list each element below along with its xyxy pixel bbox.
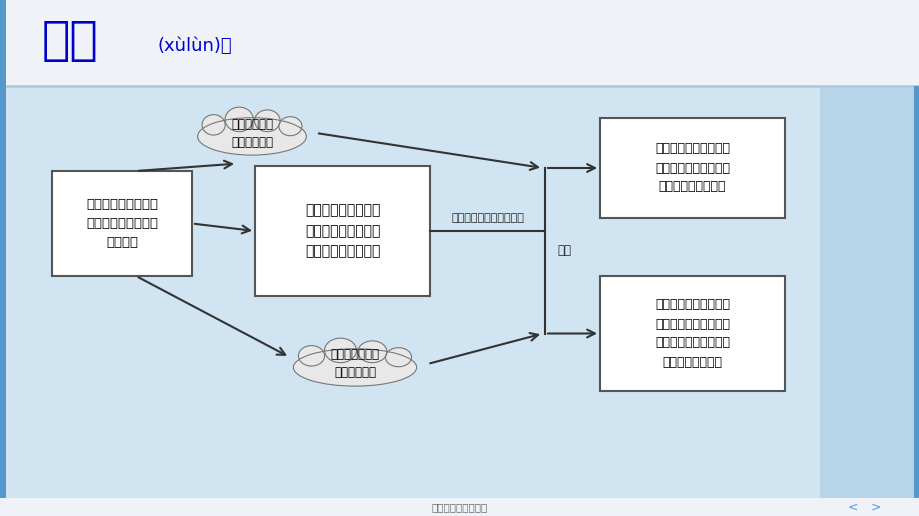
Text: 传统的仿生信号传导研究: 传统的仿生信号传导研究 xyxy=(450,213,523,223)
Ellipse shape xyxy=(198,118,306,155)
Bar xyxy=(0,86,819,498)
Text: 关注脂质体囊泡表面构
筑基于分子水平上的信
号接收、传递或转换: 关注脂质体囊泡表面构 筑基于分子水平上的信 号接收、传递或转换 xyxy=(654,142,729,194)
Bar xyxy=(0,0,6,86)
Text: <: < xyxy=(846,501,857,513)
Ellipse shape xyxy=(385,348,411,367)
Ellipse shape xyxy=(202,115,225,135)
Text: 细胞内与细胞间存在
着复杂刺激与响应通
讯机刻程: 细胞内与细胞间存在 着复杂刺激与响应通 讯机刻程 xyxy=(85,198,158,249)
FancyBboxPatch shape xyxy=(599,276,784,391)
Text: 有助于推动对生
命现象的认识: 有助于推动对生 命现象的认识 xyxy=(330,348,380,379)
Ellipse shape xyxy=(278,117,301,136)
Text: 我们: 我们 xyxy=(556,244,571,257)
FancyBboxPatch shape xyxy=(599,118,784,218)
Text: 建立仿生体系模拟细
胞之间的小分子物质
传递与信号传导过程: 建立仿生体系模拟细 胞之间的小分子物质 传递与信号传导过程 xyxy=(304,203,380,259)
Text: 从人工仿生细胞入手，
构筑了一种新型的人工
仿生细胞间小分子仿生
传递与传导体系。: 从人工仿生细胞入手， 构筑了一种新型的人工 仿生细胞间小分子仿生 传递与传导体系… xyxy=(654,298,729,368)
Ellipse shape xyxy=(255,110,280,132)
FancyBboxPatch shape xyxy=(255,166,429,296)
FancyBboxPatch shape xyxy=(52,171,192,276)
Ellipse shape xyxy=(324,338,356,363)
Bar xyxy=(0,498,919,516)
Bar xyxy=(819,86,919,498)
Ellipse shape xyxy=(298,346,324,366)
Bar xyxy=(913,86,919,498)
Text: >: > xyxy=(869,501,880,513)
Bar xyxy=(0,86,6,498)
Text: 绪论: 绪论 xyxy=(42,20,98,64)
Ellipse shape xyxy=(357,341,387,363)
Ellipse shape xyxy=(293,349,416,386)
Text: 第二页，共十四页。: 第二页，共十四页。 xyxy=(431,502,488,512)
Ellipse shape xyxy=(225,107,253,132)
Text: 引发许多的生
命过程与现象: 引发许多的生 命过程与现象 xyxy=(231,118,273,149)
Bar xyxy=(0,0,919,86)
Text: (xùlùn)：: (xùlùn)： xyxy=(158,37,233,55)
